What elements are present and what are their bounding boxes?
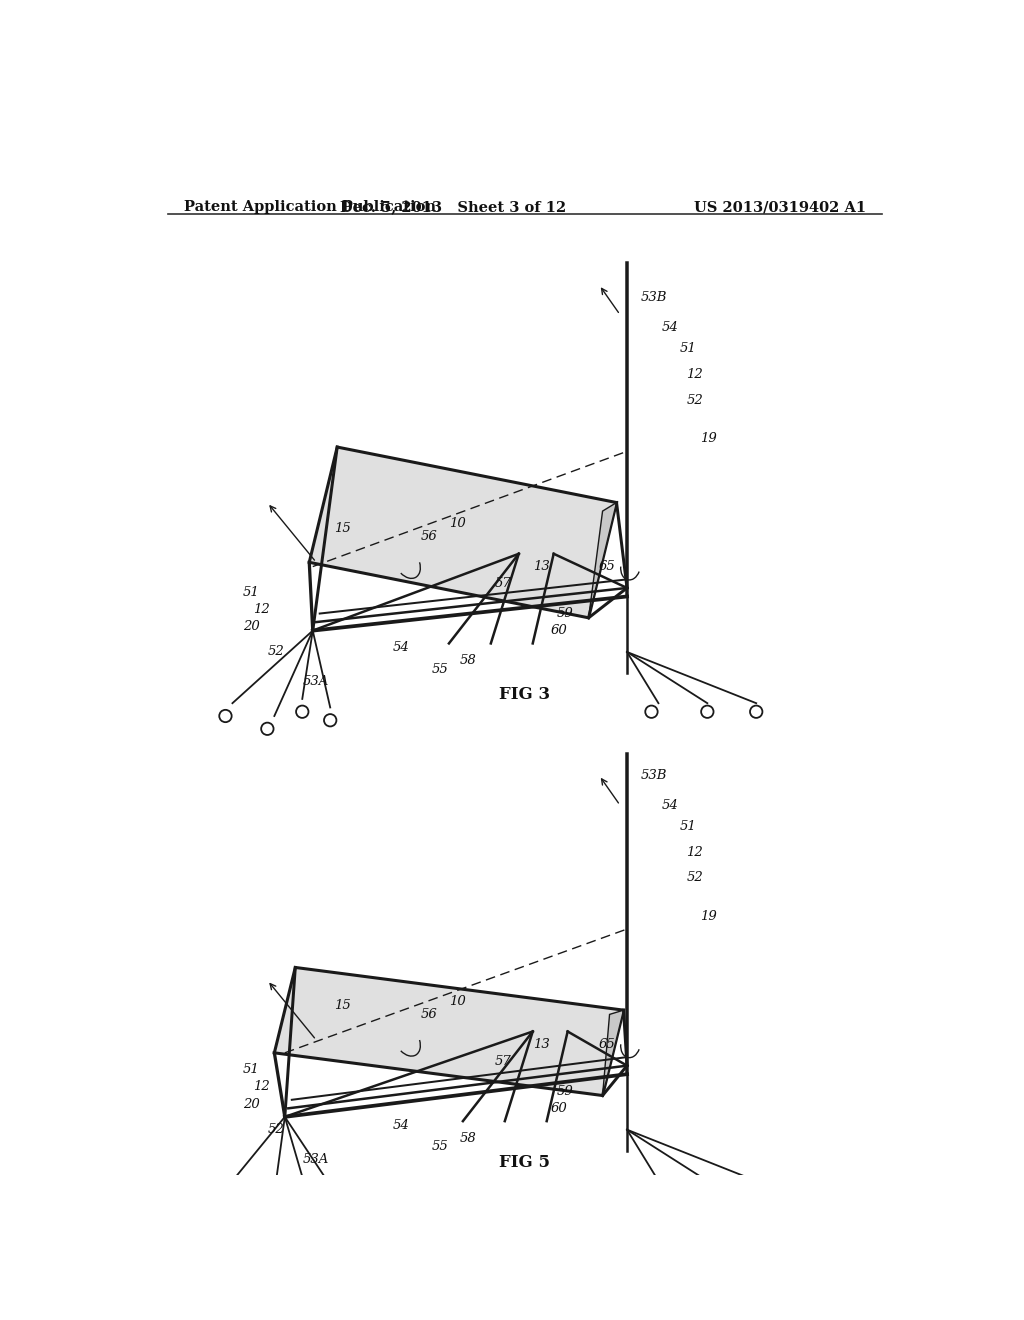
Text: 51: 51	[243, 1064, 260, 1076]
Text: 20: 20	[243, 1097, 260, 1110]
Text: 13: 13	[532, 560, 550, 573]
Text: 54: 54	[393, 642, 410, 655]
Text: FIG 3: FIG 3	[500, 685, 550, 702]
Text: 10: 10	[449, 517, 466, 531]
Text: 52: 52	[686, 393, 703, 407]
Polygon shape	[309, 447, 616, 618]
Text: 12: 12	[686, 846, 703, 859]
Text: FIG 5: FIG 5	[500, 1154, 550, 1171]
Text: 56: 56	[421, 531, 437, 544]
Text: 51: 51	[679, 342, 696, 355]
Polygon shape	[589, 503, 616, 618]
Text: 54: 54	[662, 321, 679, 334]
Text: 58: 58	[460, 653, 476, 667]
Text: 19: 19	[700, 909, 717, 923]
Text: 53B: 53B	[641, 768, 668, 781]
Text: US 2013/0319402 A1: US 2013/0319402 A1	[694, 201, 866, 214]
Text: 52: 52	[267, 645, 284, 659]
Text: 52: 52	[267, 1123, 284, 1137]
Text: 52: 52	[686, 871, 703, 884]
Text: Dec. 5, 2013   Sheet 3 of 12: Dec. 5, 2013 Sheet 3 of 12	[340, 201, 566, 214]
Text: 53B: 53B	[641, 292, 668, 304]
Text: 19: 19	[700, 432, 717, 445]
Text: 53A: 53A	[302, 676, 329, 688]
Text: 53A: 53A	[302, 1154, 329, 1166]
Text: 15: 15	[334, 521, 350, 535]
Text: 54: 54	[393, 1119, 410, 1133]
Text: 60: 60	[550, 624, 567, 638]
Text: 10: 10	[449, 995, 466, 1008]
Text: 56: 56	[421, 1008, 437, 1020]
Polygon shape	[274, 968, 624, 1096]
Text: 54: 54	[662, 799, 679, 812]
Text: 55: 55	[431, 663, 449, 676]
Text: 59: 59	[557, 1085, 573, 1098]
Text: 55: 55	[431, 1140, 449, 1154]
Text: 51: 51	[243, 586, 260, 599]
Text: 59: 59	[557, 607, 573, 620]
Text: 57: 57	[495, 1055, 511, 1068]
Text: 12: 12	[253, 603, 270, 615]
Text: Patent Application Publication: Patent Application Publication	[183, 201, 435, 214]
Text: 51: 51	[679, 820, 696, 833]
Text: 65: 65	[599, 560, 615, 573]
Text: 20: 20	[243, 620, 260, 632]
Polygon shape	[602, 1010, 624, 1096]
Text: 65: 65	[599, 1038, 615, 1051]
Text: 57: 57	[495, 577, 511, 590]
Text: 15: 15	[334, 999, 350, 1012]
Text: 60: 60	[550, 1102, 567, 1115]
Text: 12: 12	[253, 1081, 270, 1093]
Text: 58: 58	[460, 1131, 476, 1144]
Text: 13: 13	[532, 1038, 550, 1051]
Text: 12: 12	[686, 368, 703, 381]
